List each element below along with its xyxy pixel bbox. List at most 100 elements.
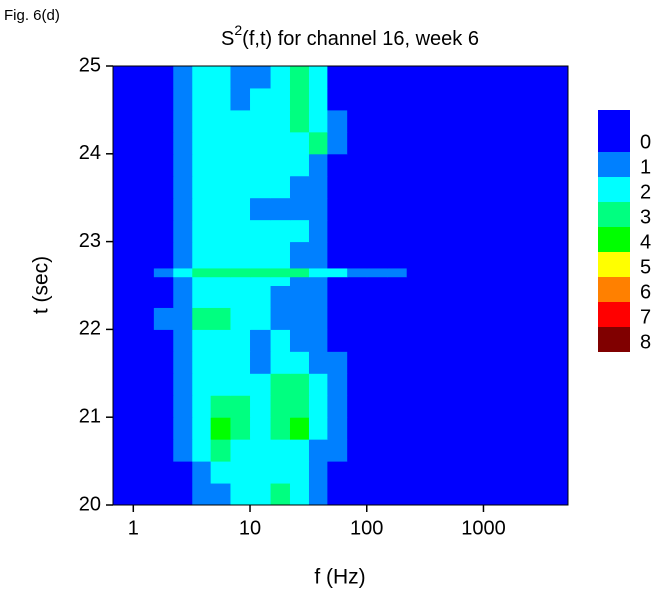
heatmap-cell	[347, 439, 368, 462]
heatmap-cell	[133, 175, 155, 199]
heatmap-cell	[308, 483, 328, 506]
heatmap-cell	[444, 439, 465, 462]
heatmap-cell	[327, 373, 348, 396]
heatmap-cell	[483, 417, 569, 440]
heatmap-cell	[308, 241, 328, 269]
heatmap-cell	[406, 66, 427, 89]
heatmap-cell	[153, 153, 174, 177]
heatmap-cell	[133, 87, 155, 111]
heatmap-cell	[113, 329, 134, 352]
heatmap-cell	[308, 351, 328, 374]
heatmap-cell	[308, 219, 328, 243]
heatmap-cell	[210, 276, 231, 286]
heatmap-cell	[250, 307, 272, 330]
heatmap-cell	[463, 66, 484, 89]
heatmap-cell	[347, 395, 368, 418]
heatmap-cell	[327, 219, 348, 243]
heatmap-cell	[210, 175, 231, 199]
heatmap-cell	[289, 175, 310, 199]
heatmap-cell	[173, 276, 193, 286]
heatmap-cell	[173, 87, 193, 111]
heatmap-cell	[250, 439, 272, 462]
heatmap-cell	[366, 329, 388, 352]
heatmap-cell	[463, 87, 484, 111]
heatmap-cell	[153, 417, 174, 440]
heatmap-cell	[289, 417, 310, 440]
heatmap-cell	[483, 461, 569, 484]
heatmap-cell	[153, 307, 174, 330]
heatmap-cell	[270, 285, 291, 308]
heatmap-cell	[153, 267, 174, 278]
heatmap-cell	[270, 307, 291, 330]
heatmap-cell	[444, 276, 465, 286]
heatmap-cell	[133, 461, 155, 484]
heatmap-cell	[366, 87, 388, 111]
heatmap-cell	[289, 395, 310, 418]
heatmap-cell	[308, 175, 328, 199]
colorbar-segment	[598, 110, 630, 152]
heatmap-cell	[366, 66, 388, 89]
colorbar-segment	[598, 252, 630, 277]
heatmap-cell	[366, 267, 388, 278]
heatmap-cell	[289, 329, 310, 352]
heatmap-cell	[270, 329, 291, 352]
heatmap-cell	[230, 285, 251, 308]
heatmap-cell	[173, 219, 193, 243]
heatmap-cell	[308, 276, 328, 286]
heatmap-cell	[406, 417, 427, 440]
heatmap-cell	[308, 66, 328, 89]
x-tick-label: 10	[239, 517, 261, 539]
heatmap-cell	[387, 483, 408, 506]
heatmap-cell	[425, 276, 445, 286]
heatmap-cell	[327, 267, 348, 278]
heatmap-cell	[113, 351, 134, 374]
heatmap-cell	[192, 285, 212, 308]
heatmap-cell	[210, 351, 231, 374]
heatmap-cell	[366, 395, 388, 418]
heatmap-cell	[366, 219, 388, 243]
heatmap-cell	[444, 395, 465, 418]
heatmap-cell	[113, 66, 134, 89]
heatmap-cell	[463, 197, 484, 221]
heatmap-cell	[250, 285, 272, 308]
heatmap-cell	[230, 175, 251, 199]
heatmap-cell	[270, 197, 291, 221]
heatmap-cell	[387, 395, 408, 418]
heatmap-cell	[366, 131, 388, 155]
heatmap-cell	[153, 439, 174, 462]
heatmap-cell	[133, 307, 155, 330]
y-axis-label: t (sec)	[30, 256, 53, 314]
heatmap-cell	[133, 373, 155, 396]
heatmap-cell	[192, 439, 212, 462]
heatmap-cell	[327, 395, 348, 418]
heatmap-cell	[483, 276, 569, 286]
heatmap-cell	[133, 131, 155, 155]
heatmap-cell	[192, 329, 212, 352]
heatmap-cell	[425, 219, 445, 243]
y-tick-label: 23	[79, 230, 101, 252]
y-tick-label: 21	[79, 405, 101, 427]
heatmap-cell	[387, 351, 408, 374]
heatmap-cell	[210, 87, 231, 111]
heatmap-cell	[308, 417, 328, 440]
heatmap-cell	[366, 175, 388, 199]
colorbar-label: 2	[640, 181, 651, 203]
heatmap-cell	[406, 87, 427, 111]
heatmap-cell	[308, 109, 328, 133]
heatmap-cell	[347, 109, 368, 133]
title-superscript: 2	[234, 22, 242, 38]
heatmap-cell	[463, 329, 484, 352]
heatmap-cell	[463, 153, 484, 177]
heatmap-cell	[483, 131, 569, 155]
heatmap-cell	[113, 417, 134, 440]
heatmap-cell	[270, 373, 291, 396]
heatmap-cell	[250, 219, 272, 243]
heatmap-cell	[406, 276, 427, 286]
heatmap-cell	[210, 109, 231, 133]
heatmap-cell	[366, 373, 388, 396]
heatmap-cell	[113, 241, 134, 269]
heatmap-cell	[192, 175, 212, 199]
heatmap-cell	[347, 285, 368, 308]
heatmap-cell	[289, 153, 310, 177]
heatmap-cell	[406, 197, 427, 221]
